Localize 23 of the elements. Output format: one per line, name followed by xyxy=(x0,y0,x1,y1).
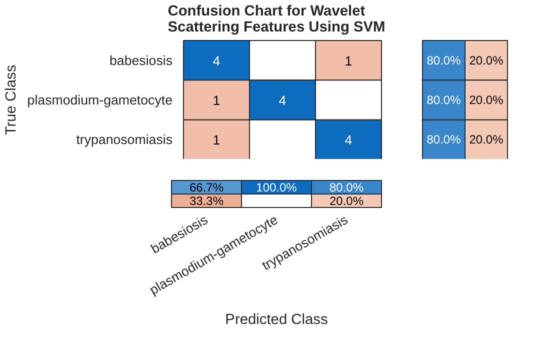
data-label: 20.0% xyxy=(469,132,504,147)
chart-title: Confusion Chart for Wavelet Scattering Features Using SVM xyxy=(168,4,386,36)
x-axis-title: Predicted Class xyxy=(225,312,328,328)
data-label: 66.7% xyxy=(189,180,224,194)
data-label: 80.0% xyxy=(426,132,462,147)
y-tick-label: plasmodium-gametocyte xyxy=(27,92,173,108)
data-label: 1 xyxy=(212,93,220,108)
data-label: 4 xyxy=(278,93,287,108)
data-label: 1 xyxy=(212,132,220,148)
data-label: 4 xyxy=(344,132,353,148)
data-label: 4 xyxy=(212,53,221,68)
data-label: 20.0% xyxy=(469,93,504,107)
data-label: 20.0% xyxy=(329,194,364,208)
data-label: 20.0% xyxy=(469,53,504,68)
data-label: 80.0% xyxy=(329,180,364,194)
data-label: 100.0% xyxy=(256,180,298,194)
data-label: 33.3% xyxy=(189,194,224,208)
data-label: 80.0% xyxy=(426,53,462,68)
data-label: 80.0% xyxy=(426,93,462,107)
data-label: 1 xyxy=(344,53,352,68)
y-tick-label: trypanosomiasis xyxy=(76,132,173,148)
y-axis-title: True Class xyxy=(3,64,20,136)
y-tick-label: babesiosis xyxy=(110,52,173,68)
